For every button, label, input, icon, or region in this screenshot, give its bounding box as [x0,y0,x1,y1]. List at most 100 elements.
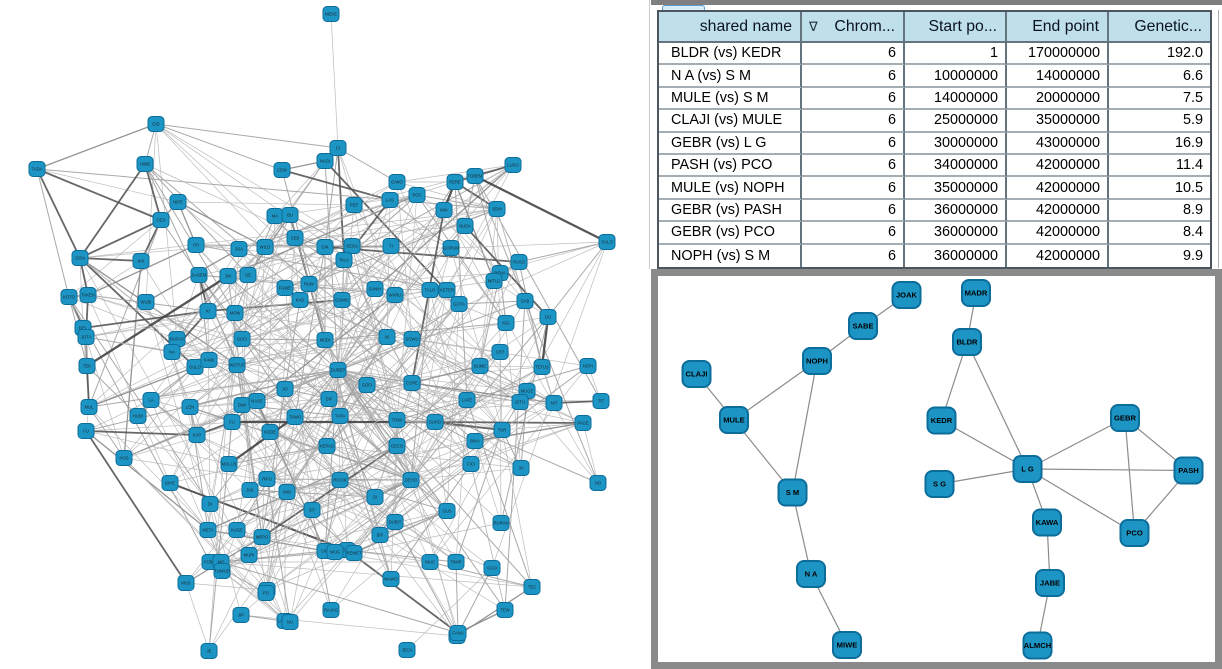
network-edge[interactable] [379,534,506,611]
network-edge[interactable] [88,219,162,408]
network-node[interactable] [485,273,503,289]
network-edge[interactable] [337,147,345,261]
network-edge[interactable] [227,194,418,277]
network-node-NOPH[interactable] [802,347,832,375]
network-node[interactable] [516,293,534,309]
network-edge[interactable] [524,300,599,484]
network-edge[interactable] [411,338,501,353]
network-node[interactable] [190,267,208,283]
table-cell[interactable]: MULE (vs) S M [659,87,802,111]
network-node[interactable] [523,579,541,595]
column-header-2[interactable]: Start po... [905,12,1007,43]
network-edge[interactable] [410,467,522,481]
network-edge[interactable] [171,351,198,436]
network-node[interactable] [442,240,460,256]
network-edge[interactable] [324,147,339,248]
network-node[interactable] [253,529,271,545]
table-cell[interactable]: 5.9 [1109,110,1210,133]
network-edge[interactable] [386,209,445,338]
network-node[interactable] [230,241,248,257]
network-edge[interactable] [266,440,476,591]
network-edge[interactable] [155,123,339,149]
network-node-MIWE[interactable] [832,631,862,659]
network-node[interactable] [345,197,363,213]
network-edge[interactable] [966,341,1029,470]
network-edge[interactable] [479,280,495,367]
network-edge[interactable] [582,422,599,484]
network-node[interactable] [78,358,96,374]
network-node[interactable] [382,571,400,587]
network-node[interactable] [426,414,444,430]
network-edge[interactable] [274,160,326,217]
table-cell[interactable]: GEBR (vs) PASH [659,199,802,223]
network-edge[interactable] [249,489,376,498]
network-edge[interactable] [86,275,229,367]
network-edge[interactable] [221,570,286,622]
network-edge[interactable] [256,369,339,402]
network-edge[interactable] [454,181,495,282]
network-node-MULE[interactable] [719,406,749,434]
network-edge[interactable] [189,364,238,408]
network-node[interactable] [115,450,133,466]
network-node[interactable] [512,460,530,476]
network-edge[interactable] [324,496,376,552]
network-node[interactable] [303,502,321,518]
network-node[interactable] [388,174,406,190]
network-node[interactable] [79,287,97,303]
network-node[interactable] [137,294,155,310]
table-cell[interactable]: BLDR (vs) KEDR [659,43,802,66]
network-node[interactable] [77,423,95,439]
network-edge[interactable] [155,123,178,340]
network-edge[interactable] [337,369,506,611]
network-node-NA[interactable] [796,560,826,588]
network-edge[interactable] [86,365,139,417]
network-edge[interactable] [474,174,608,244]
network-node[interactable] [592,393,610,409]
network-edge[interactable] [248,336,388,556]
network-edge[interactable] [474,440,502,524]
network-edge[interactable] [79,219,162,259]
network-edge[interactable] [330,510,448,611]
network-edge[interactable] [79,257,258,402]
network-node[interactable] [181,399,199,415]
network-edge[interactable] [207,214,291,312]
network-node-SG[interactable] [924,470,955,498]
network-edge[interactable] [353,204,398,447]
network-edge[interactable] [220,561,533,588]
network-edge[interactable] [85,369,339,432]
network-edge[interactable] [177,201,355,206]
network-edge[interactable] [150,364,238,401]
network-node[interactable] [201,496,219,512]
network-node[interactable] [497,315,515,331]
network-node[interactable] [343,238,361,254]
table-cell[interactable]: GEBR (vs) L G [659,132,802,155]
network-node[interactable] [273,162,291,178]
network-node-MADR[interactable] [961,279,991,307]
table-cell[interactable]: 6 [802,154,905,178]
network-edge[interactable] [266,478,291,623]
network-edge[interactable] [474,422,584,442]
network-edge[interactable] [479,365,555,404]
network-node[interactable] [60,289,78,305]
network-edge[interactable] [85,399,152,432]
network-node[interactable] [291,292,309,308]
network-edge[interactable] [286,429,503,493]
network-edge[interactable] [337,147,398,183]
network-edge[interactable] [379,534,458,637]
network-edge[interactable] [194,366,243,406]
network-edge[interactable] [248,366,543,556]
table-cell[interactable]: 6 [802,132,905,155]
network-node-PCO[interactable] [1119,519,1150,547]
network-node[interactable] [219,268,237,284]
network-node[interactable] [232,607,250,623]
network-node-KAWA[interactable] [1032,508,1062,537]
network-edge[interactable] [207,310,211,505]
network-node[interactable] [378,329,396,345]
table-cell[interactable]: 10.5 [1109,177,1210,200]
table-cell[interactable]: 25000000 [905,110,1007,133]
network-edge[interactable] [140,260,326,552]
network-edge[interactable] [434,421,584,424]
table-cell[interactable]: 35000000 [905,177,1007,200]
network-edge[interactable] [396,365,589,421]
network-node[interactable] [435,202,453,218]
